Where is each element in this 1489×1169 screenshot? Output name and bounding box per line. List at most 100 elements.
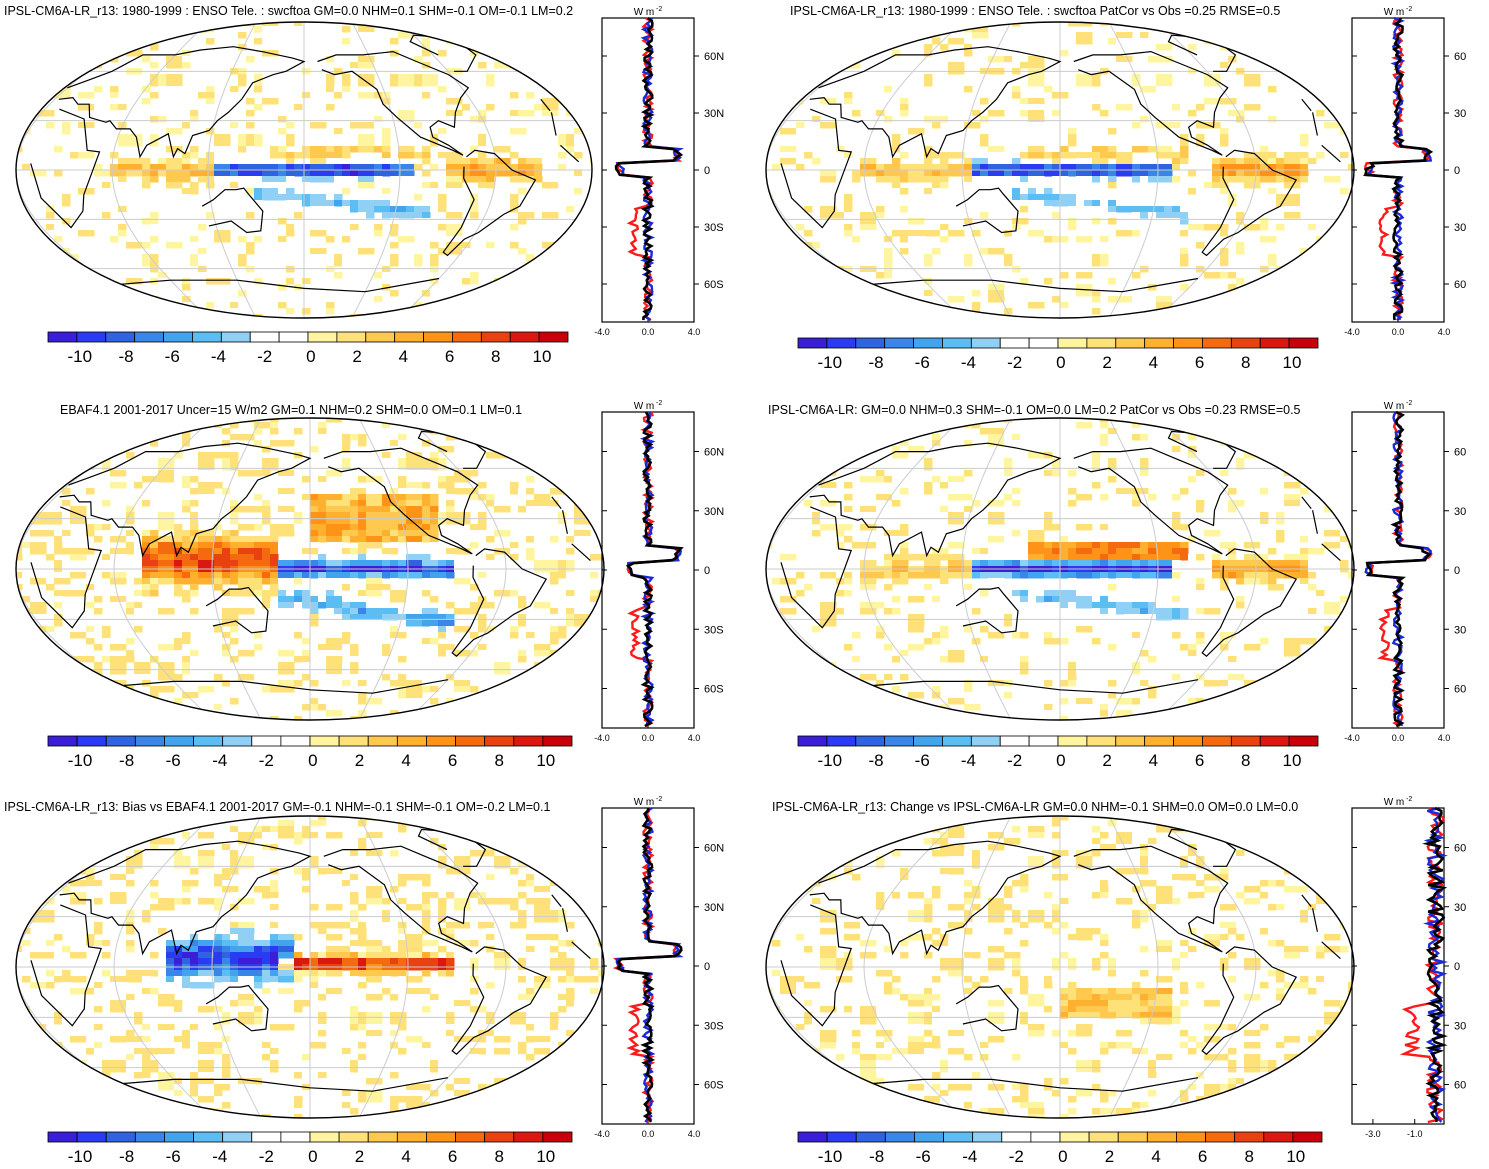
heatmap-cell: [462, 638, 471, 645]
heatmap-cell: [198, 482, 207, 489]
heatmap-cell: [222, 254, 231, 261]
heatmap-cell: [1100, 110, 1109, 117]
coastline: [205, 586, 269, 634]
heatmap-cell: [478, 56, 487, 63]
heatmap-cell: [382, 422, 391, 429]
heatmap-cell: [1228, 308, 1237, 315]
heatmap-cell: [1012, 50, 1021, 57]
heatmap-cell: [494, 524, 503, 531]
heatmap-cell: [358, 698, 367, 705]
heatmap-cell: [46, 578, 55, 585]
heatmap-cell: [980, 134, 989, 141]
heatmap-cell: [118, 278, 127, 285]
heatmap-cell: [446, 446, 455, 453]
heatmap-cell: [254, 590, 263, 597]
heatmap-cell: [550, 418, 559, 423]
heatmap-cell: [310, 668, 319, 675]
heatmap-cell: [302, 200, 311, 207]
heatmap-cell: [246, 650, 255, 657]
heatmap-cell: [486, 248, 495, 255]
heatmap-cell: [414, 164, 423, 171]
heatmap-cell: [844, 266, 853, 273]
heatmap-cell: [414, 446, 423, 453]
heatmap-cell: [302, 656, 311, 663]
heatmap-cell: [310, 494, 319, 501]
heatmap-cell: [566, 674, 575, 681]
heatmap-cell: [16, 620, 23, 627]
heatmap-cell: [876, 248, 885, 255]
heatmap-cell: [270, 464, 279, 471]
heatmap-cell: [358, 170, 367, 177]
heatmap-cell: [766, 236, 773, 243]
heatmap-cell: [406, 572, 415, 579]
heatmap-cell: [182, 284, 191, 291]
heatmap-cell: [422, 116, 431, 123]
heatmap-cell: [334, 572, 343, 579]
heatmap-cell: [22, 176, 31, 183]
heatmap-cell: [868, 266, 877, 273]
heatmap-cell: [94, 686, 103, 693]
diff-profile-line: [614, 16, 684, 321]
heatmap-cell: [1324, 134, 1333, 141]
heatmap-cell: [118, 206, 127, 213]
colorbar: -10 -8 -6 -4 -2 0 2 4 6 8 10: [47, 735, 573, 770]
heatmap-cell: [382, 152, 391, 159]
heatmap-cell: [788, 74, 797, 81]
heatmap-cell: [1020, 200, 1029, 207]
heatmap-cell: [1124, 200, 1133, 207]
heatmap-cell: [406, 212, 415, 219]
heatmap-cell: [110, 662, 119, 669]
heatmap-cell: [62, 218, 71, 225]
heatmap-cell: [22, 500, 31, 507]
heatmap-cell: [270, 572, 279, 579]
coastline: [110, 277, 440, 293]
heatmap-cell: [1036, 32, 1045, 39]
heatmap-cell: [326, 578, 335, 585]
heatmap-cell: [1132, 164, 1141, 171]
heatmap-cell: [278, 266, 287, 273]
longitude-line: [1108, 22, 1159, 318]
heatmap-cell: [1140, 32, 1149, 39]
heatmap-cell: [924, 164, 933, 171]
heatmap-cell: [534, 500, 543, 507]
heatmap-cell: [542, 536, 551, 543]
heatmap-cell: [438, 194, 447, 201]
heatmap-cell: [558, 134, 567, 141]
heatmap-cell: [150, 260, 159, 267]
heatmap-cell: [310, 614, 319, 621]
heatmap-cell: [110, 104, 119, 111]
heatmap-cell: [1348, 164, 1354, 171]
heatmap-cell: [278, 164, 287, 171]
heatmap-cell: [390, 680, 399, 687]
heatmap-cell: [222, 26, 231, 33]
heatmap-cell: [366, 122, 375, 129]
heatmap-cell: [414, 218, 423, 225]
heatmap-cell: [30, 578, 39, 585]
heatmap-cell: [502, 686, 511, 693]
heatmap-cell: [438, 578, 447, 585]
heatmap-cell: [820, 62, 829, 69]
heatmap-cell: [182, 200, 191, 207]
heatmap-cell: [1060, 302, 1069, 309]
heatmap-cell: [174, 158, 183, 165]
heatmap-cell: [430, 578, 439, 585]
heatmap-cell: [334, 188, 343, 195]
heatmap-cell: [350, 146, 359, 153]
heatmap-cell: [406, 506, 415, 513]
heatmap-cell: [430, 308, 439, 315]
heatmap-cell: [358, 278, 367, 285]
heatmap-cell: [150, 32, 159, 39]
heatmap-cell: [142, 446, 151, 453]
heatmap-cell: [502, 236, 511, 243]
heatmap-cell: [1076, 284, 1085, 291]
heatmap-cell: [254, 38, 263, 45]
heatmap-cell: [1268, 56, 1277, 63]
heatmap-cell: [566, 578, 575, 585]
heatmap-cell: [1108, 266, 1117, 273]
heatmap-cell: [262, 194, 271, 201]
heatmap-cell: [582, 470, 591, 477]
heatmap-cell: [334, 674, 343, 681]
heatmap-cell: [518, 692, 527, 699]
heatmap-cell: [454, 188, 463, 195]
heatmap-cell: [422, 494, 431, 501]
